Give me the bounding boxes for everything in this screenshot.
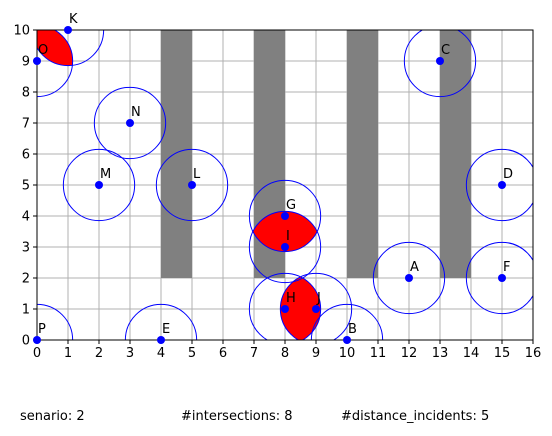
- point-label-k: K: [69, 12, 78, 27]
- point-e: [157, 336, 165, 344]
- range-circle-e: [124, 303, 198, 340]
- range-circle-o: [37, 30, 74, 98]
- point-c: [436, 57, 444, 65]
- scenario-text: senario: 2: [20, 409, 85, 424]
- point-a: [405, 274, 413, 282]
- point-p: [33, 336, 41, 344]
- obstacles: [161, 30, 471, 278]
- point-label-c: C: [441, 43, 450, 58]
- point-label-a: A: [410, 260, 419, 275]
- point-n: [126, 119, 134, 127]
- point-label-j: J: [316, 291, 321, 306]
- x-tick-label: 16: [525, 346, 542, 361]
- y-tick-label: 2: [22, 272, 30, 287]
- points: [33, 26, 506, 344]
- point-h: [281, 305, 289, 313]
- range-circle-m: [62, 148, 136, 222]
- y-tick-label: 1: [22, 303, 30, 318]
- x-tick-label: 4: [157, 346, 165, 361]
- y-tick-label: 8: [22, 86, 30, 101]
- range-circle-d: [465, 148, 533, 222]
- intersections-count: #intersections: 8: [181, 409, 293, 424]
- x-tick-label: 14: [463, 346, 480, 361]
- point-label-i: I: [286, 229, 290, 244]
- point-label-h: H: [286, 291, 296, 306]
- x-tick-label: 11: [370, 346, 387, 361]
- range-circle-a: [372, 241, 446, 315]
- point-label-d: D: [503, 167, 513, 182]
- point-label-o: O: [38, 43, 48, 58]
- x-tick-label: 3: [126, 346, 134, 361]
- y-tick-label: 10: [13, 24, 30, 39]
- point-label-m: M: [100, 167, 111, 182]
- point-labels: A B C D E F G H I J K L M N O P: [38, 12, 513, 337]
- point-g: [281, 212, 289, 220]
- range-circle-g: [248, 179, 322, 253]
- point-label-b: B: [348, 322, 357, 337]
- range-circles: [37, 30, 533, 340]
- range-circle-l: [155, 148, 229, 222]
- range-circle-n: [93, 86, 167, 160]
- x-tick-label: 15: [494, 346, 511, 361]
- x-tick-label: 13: [432, 346, 449, 361]
- x-tick-label: 1: [64, 346, 72, 361]
- x-tick-label: 7: [250, 346, 258, 361]
- range-circle-f: [465, 241, 533, 315]
- y-tick-label: 9: [22, 55, 30, 70]
- point-i: [281, 243, 289, 251]
- x-tick-label: 12: [401, 346, 418, 361]
- obstacle-bar: [161, 30, 192, 278]
- x-tick-label: 5: [188, 346, 196, 361]
- point-j: [312, 305, 320, 313]
- y-tick-label: 5: [22, 179, 30, 194]
- y-tick-label: 7: [22, 117, 30, 132]
- obstacle-bar: [347, 30, 378, 278]
- y-tick-label: 6: [22, 148, 30, 163]
- point-label-l: L: [193, 167, 201, 182]
- point-l: [188, 181, 196, 189]
- range-circle-c: [403, 30, 477, 98]
- point-m: [95, 181, 103, 189]
- x-tick-label: 10: [339, 346, 356, 361]
- point-f: [498, 274, 506, 282]
- x-tick-label: 8: [281, 346, 289, 361]
- x-tick-label: 9: [312, 346, 320, 361]
- range-circle-i: [248, 210, 322, 284]
- x-tick-label: 6: [219, 346, 227, 361]
- point-label-g: G: [286, 198, 296, 213]
- point-label-n: N: [131, 105, 141, 120]
- point-d: [498, 181, 506, 189]
- point-o: [33, 57, 41, 65]
- range-circle-b: [310, 303, 384, 340]
- intersection-region: [37, 30, 73, 66]
- x-tick-label: 0: [33, 346, 41, 361]
- distance-incidents-count: #distance_incidents: 5: [341, 409, 490, 424]
- x-tick-label: 2: [95, 346, 103, 361]
- point-k: [64, 26, 72, 34]
- point-label-f: F: [503, 260, 510, 275]
- y-tick-label: 0: [22, 334, 30, 349]
- point-label-e: E: [162, 322, 170, 337]
- range-circle-j: [279, 272, 353, 340]
- range-circle-k: [37, 30, 105, 67]
- point-b: [343, 336, 351, 344]
- range-circle-h: [248, 272, 322, 340]
- y-tick-label: 3: [22, 241, 30, 256]
- obstacle-bar: [440, 30, 471, 278]
- point-label-p: P: [38, 322, 46, 337]
- y-tick-label: 4: [22, 210, 30, 225]
